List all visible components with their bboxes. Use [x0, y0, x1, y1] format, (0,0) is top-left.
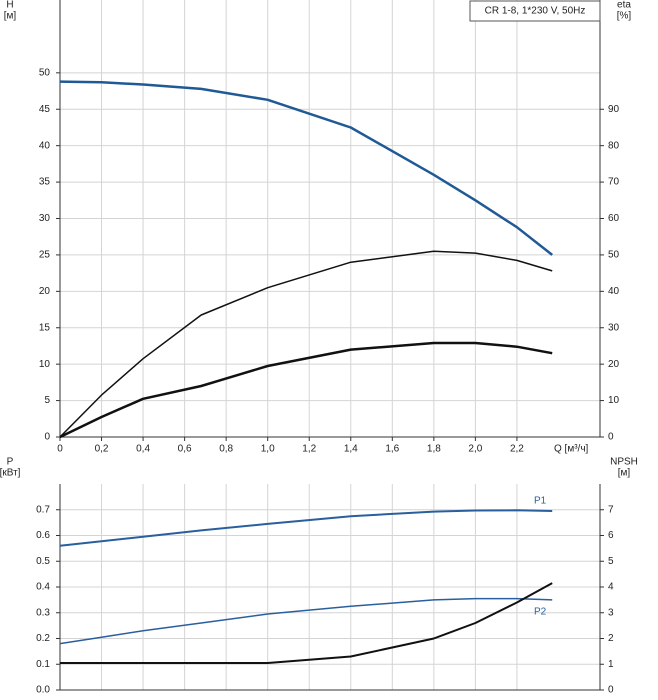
y-tick-label: 50 — [39, 67, 51, 78]
annotation-box — [469, 0, 601, 22]
y2-tick-label: 90 — [608, 104, 620, 115]
y-tick-label: 40 — [39, 140, 51, 151]
x-tick-label: 2,0 — [468, 444, 482, 455]
x-tick-label: 0,2 — [95, 444, 109, 455]
x-tick-label: 0,8 — [219, 444, 233, 455]
y-tick-label: 45 — [39, 104, 51, 115]
y2-tick-label: 20 — [608, 359, 620, 370]
series-line — [60, 582, 553, 664]
x-tick-label: 0,6 — [178, 444, 192, 455]
y2-tick-label: 7 — [608, 504, 614, 515]
y2-tick-label: 80 — [608, 140, 620, 151]
y2-tick-label: 2 — [608, 633, 614, 644]
y2-axis-label: NPSH — [610, 457, 638, 468]
y-tick-label: 15 — [39, 322, 51, 333]
x-tick-label: 1,8 — [427, 444, 441, 455]
series-line — [59, 250, 553, 438]
x-axis-label: Q [м³/ч] — [554, 444, 589, 455]
y-tick-label: 0 — [44, 432, 50, 443]
series-label: P1 — [534, 496, 547, 507]
y-tick-label: 0.7 — [36, 504, 50, 515]
y-tick-label: 25 — [39, 250, 51, 261]
y2-tick-label: 30 — [608, 322, 620, 333]
y-tick-label: 0.6 — [36, 530, 50, 541]
x-tick-label: 0 — [57, 444, 63, 455]
y-tick-label: 0.2 — [36, 633, 50, 644]
series-line — [59, 597, 553, 645]
y2-axis-label: [%] — [617, 11, 632, 22]
y2-axis-label: eta — [617, 0, 631, 11]
x-tick-label: 1,6 — [385, 444, 399, 455]
annotation: CR 1-8, 1*230 V, 50Hz — [485, 6, 586, 17]
x-tick-label: 2,2 — [510, 444, 524, 455]
y-axis-label: [кВт] — [0, 468, 21, 479]
y2-tick-label: 0 — [608, 685, 614, 696]
y-axis-label: [м] — [4, 11, 17, 22]
y-tick-label: 10 — [39, 359, 51, 370]
series-line — [59, 80, 553, 256]
x-tick-label: 1,0 — [261, 444, 275, 455]
y2-tick-label: 40 — [608, 286, 620, 297]
y2-tick-label: 50 — [608, 250, 620, 261]
y-tick-label: 20 — [39, 286, 51, 297]
y2-tick-label: 10 — [608, 395, 620, 406]
y2-tick-label: 4 — [608, 582, 614, 593]
y2-tick-label: 0 — [608, 432, 614, 443]
y-tick-label: 0.0 — [36, 685, 50, 696]
y2-tick-label: 6 — [608, 530, 614, 541]
y2-tick-label: 5 — [608, 556, 614, 567]
series-line — [59, 341, 553, 439]
y2-tick-label: 3 — [608, 607, 614, 618]
y-tick-label: 35 — [39, 177, 51, 188]
y-tick-label: 0.4 — [36, 582, 50, 593]
series-label: P2 — [534, 607, 547, 618]
y-axis-label: H — [6, 0, 13, 11]
y2-tick-label: 1 — [608, 659, 614, 670]
x-tick-label: 1,2 — [302, 444, 316, 455]
y-axis-label: P — [7, 457, 14, 468]
y2-axis-label: [м] — [618, 468, 631, 479]
y-tick-label: 5 — [44, 395, 50, 406]
y-tick-label: 0.1 — [36, 659, 50, 670]
x-tick-label: 1,4 — [344, 444, 358, 455]
y-tick-label: 0.5 — [36, 556, 50, 567]
y-tick-label: 0.3 — [36, 607, 50, 618]
y-tick-label: 30 — [39, 213, 51, 224]
x-tick-label: 0,4 — [136, 444, 150, 455]
y2-tick-label: 60 — [608, 213, 620, 224]
y2-tick-label: 70 — [608, 177, 620, 188]
series-line — [59, 509, 553, 547]
